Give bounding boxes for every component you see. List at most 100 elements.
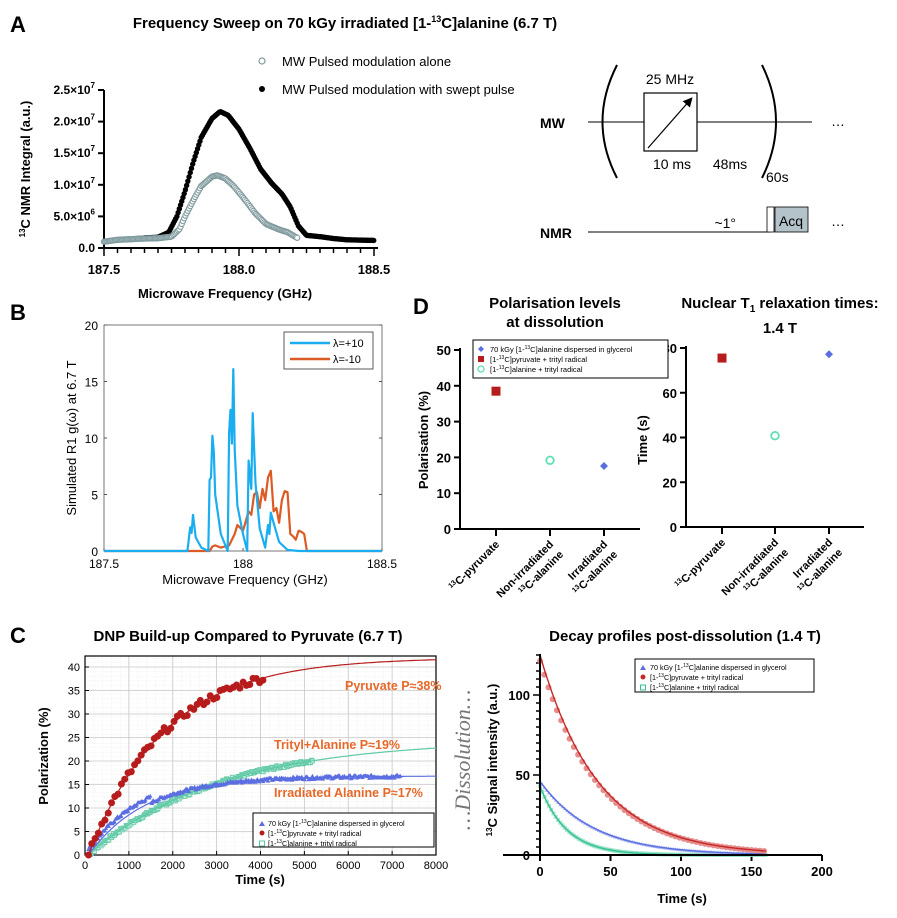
panel-d-left-ylabel: Polarisation (%)	[416, 391, 431, 489]
pulse-sequence-diagram: MW NMR 25 MHz 10 ms 48ms 60s … ~1° Acq …	[540, 64, 845, 241]
close-paren-icon	[761, 64, 777, 179]
data-point	[186, 174, 192, 180]
y-tick-exponent: 7	[91, 113, 96, 122]
data-point	[125, 808, 131, 813]
y-tick-label: 60	[663, 386, 677, 401]
data-point	[170, 717, 178, 725]
y-tick-label: 50	[516, 768, 530, 783]
panel-a-title: Frequency Sweep on 70 kGy irradiated [1-…	[133, 14, 557, 32]
legend-label: MW Pulsed modulation with swept pulse	[282, 82, 515, 97]
legend-triangle-icon	[259, 821, 265, 826]
data-point	[182, 186, 189, 193]
legend-filled-circle-icon	[259, 86, 265, 92]
panel-c-left-ylabel: Polarization (%)	[36, 707, 51, 805]
category-label-sup: 13	[517, 584, 528, 595]
y-tick-label: 50	[437, 343, 451, 358]
category-label-sup: 13	[571, 584, 582, 595]
x-tick-label: 50	[603, 864, 617, 879]
data-point	[367, 775, 372, 780]
sweep-width-label: 25 MHz	[646, 71, 694, 87]
data-point-square	[491, 386, 501, 396]
category-label: 13C-pyruvate	[447, 539, 502, 594]
y-tick-label: 10	[85, 432, 99, 446]
data-point	[608, 796, 615, 803]
legend-box	[634, 658, 815, 693]
legend-box	[252, 812, 435, 848]
y-tick-label: 25	[68, 733, 80, 745]
legend-open-square-icon	[259, 840, 265, 847]
legend-label: [1-13C]alanine + trityl radical	[490, 365, 583, 374]
data-point	[187, 169, 193, 176]
annotation-trityl-alanine: Trityl+Alanine P≈19%	[274, 738, 400, 752]
panel-b-legend: λ=+10 λ=-10	[283, 331, 374, 370]
y-tick-label: 20	[85, 319, 99, 333]
y-tick-label: 0	[670, 520, 677, 535]
y-tick-mantissa: 1.0×10	[54, 178, 91, 192]
panel-label-c: C	[10, 623, 26, 648]
data-point	[102, 828, 108, 833]
data-point	[86, 846, 91, 851]
category-label-sup: 13	[673, 577, 684, 588]
data-point-open-circle	[770, 431, 780, 441]
legend-label: [1-13C]alanine + trityl radical	[650, 683, 739, 692]
x-tick-label: 0	[536, 864, 543, 879]
y-tick-label: 15	[68, 780, 80, 792]
legend-box	[472, 339, 669, 379]
y-tick-label: 0	[74, 850, 80, 862]
legend-label: [1-13C]pyruvate + trityl radical	[650, 673, 744, 682]
panel-a-ylabel: 13C NMR Integral (a.u.)	[18, 101, 33, 238]
flip-angle-label: ~1°	[714, 215, 736, 231]
data-point	[157, 729, 165, 737]
panel-c-right-ylabel: 13C Signal intensity (a.u.)	[485, 684, 500, 837]
fit-line	[539, 780, 766, 855]
legend-filled-circle-icon	[640, 674, 646, 680]
category-label: 13C-pyruvate	[673, 537, 728, 592]
y-tick-label: 30	[68, 709, 80, 721]
nmr-ellipsis: …	[831, 213, 845, 229]
panel-d-right-ylabel: Time (s)	[635, 415, 650, 465]
annotation-irradiated-alanine: Irradiated Alanine P≈17%	[274, 786, 423, 800]
x-tick-label: 188.0	[223, 262, 256, 277]
data-point	[106, 823, 111, 828]
data-point	[112, 819, 117, 824]
y-tick-exponent: 7	[91, 176, 96, 185]
panel-c-right-xlabel: Time (s)	[657, 891, 707, 906]
flip-pulse-box	[766, 206, 775, 233]
data-point	[190, 705, 198, 713]
data-point	[604, 791, 611, 798]
panel-c-left-chart: DNP Build-up Compared to Pyruvate (6.7 T…	[36, 628, 475, 887]
y-tick-label: 40	[437, 379, 451, 394]
x-tick-label: 187.5	[88, 262, 121, 277]
y-tick-label: 5.0×106	[54, 207, 96, 223]
data-point	[617, 803, 624, 810]
x-tick-label: 8000	[424, 860, 448, 872]
x-tick-label: 100	[670, 864, 692, 879]
data-point	[302, 777, 307, 782]
x-tick-label: 0	[82, 860, 88, 872]
y-tick-label: 0.0	[78, 241, 95, 255]
series-swept-pulse	[101, 109, 377, 245]
panel-c-right-legend: 70 kGy [1-13C]alanine dispersed in glyce…	[634, 658, 815, 693]
fit-line	[539, 654, 766, 852]
category-label-sup: 13	[796, 582, 807, 593]
panel-d-legend: 70 kGy [1-13C]alanine dispersed in glyce…	[472, 339, 669, 379]
panel-b-ylabel: Simulated R1 g(ω) at 6.7 T	[64, 360, 79, 515]
legend-label: 70 kGy [1-13C]alanine dispersed in glyce…	[650, 663, 787, 672]
fit-line	[88, 747, 437, 856]
y-tick-exponent: 7	[91, 144, 96, 153]
panel-c-left-legend: 70 kGy [1-13C]alanine dispersed in glyce…	[252, 812, 435, 848]
data-point	[596, 782, 603, 789]
series-pyruvate	[537, 654, 768, 854]
y-tick-label: 1.0×107	[54, 176, 96, 192]
panel-d-left-title-line2: at dissolution	[506, 314, 604, 331]
panel-c-right-title: Decay profiles post-dissolution (1.4 T)	[549, 628, 821, 645]
data-point	[621, 807, 628, 814]
category-label-sup: 13	[742, 582, 753, 593]
x-tick-label: 2000	[161, 860, 185, 872]
open-paren-icon	[601, 64, 618, 179]
panel-label-b: B	[10, 300, 26, 325]
category-label-text: C-pyruvate	[679, 537, 728, 586]
x-tick-label: 150	[741, 864, 763, 879]
mw-channel-label: MW	[540, 115, 566, 131]
